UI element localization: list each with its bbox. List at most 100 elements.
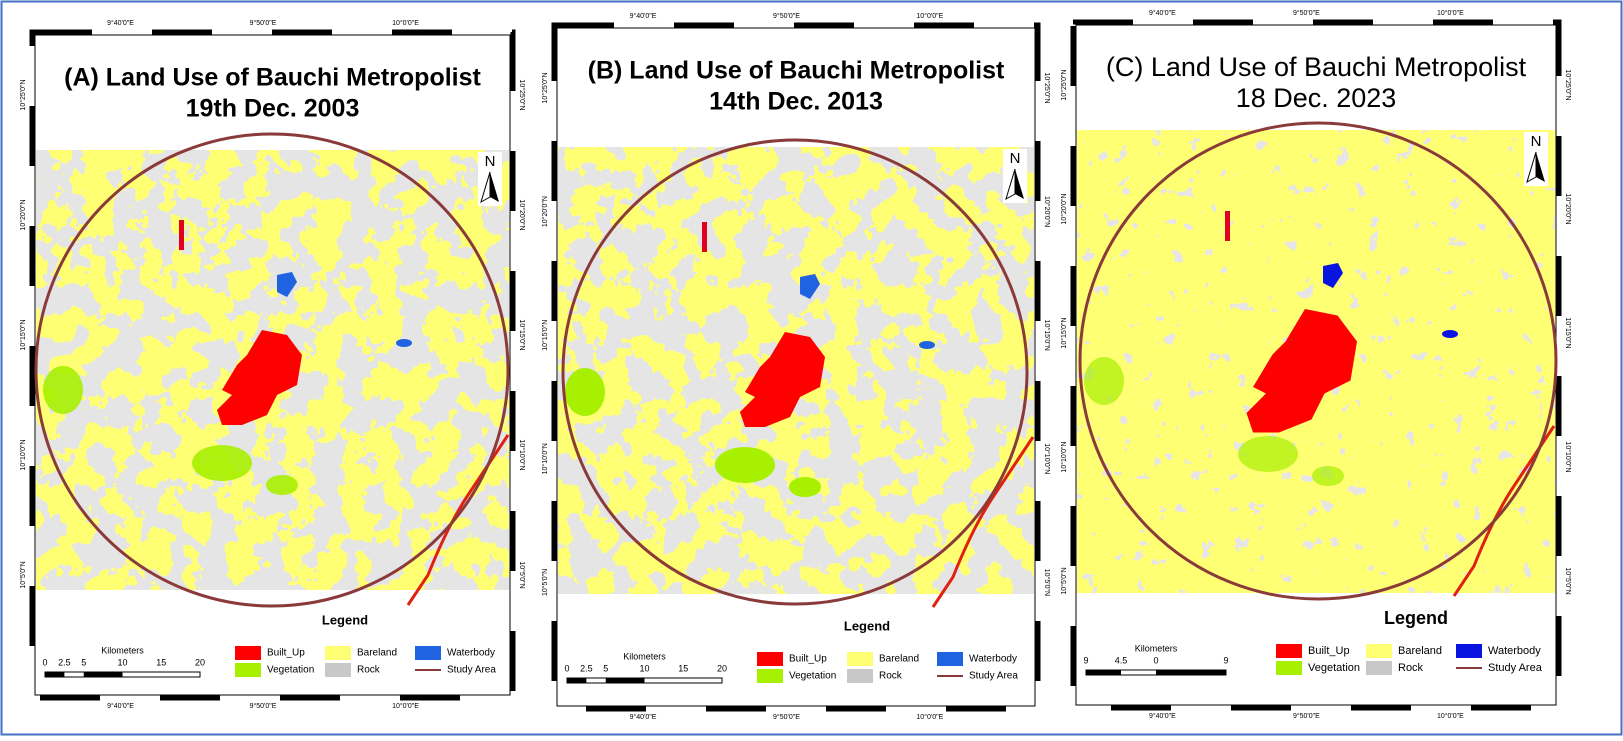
vegetation-patch: [1084, 357, 1124, 405]
scale-fill: [567, 678, 586, 683]
lat-label-left: 10°25'0"N: [19, 79, 27, 110]
lon-label-bottom: 9°40'0"E: [107, 702, 134, 710]
scale-tick: 20: [717, 663, 727, 673]
lat-label-left: 10°15'0"N: [541, 320, 549, 351]
lat-label-left: 10°5'0"N: [1060, 567, 1068, 594]
north-label: N: [1531, 133, 1542, 150]
lat-label-right: 10°10'0"N: [1564, 441, 1572, 472]
lat-label-left: 10°10'0"N: [541, 443, 549, 474]
legend-label: Built_Up: [267, 648, 305, 659]
lat-label-right: 10°5'0"N: [1564, 567, 1572, 594]
legend-swatch: [1276, 644, 1302, 658]
scale-title: Kilometers: [623, 651, 666, 661]
lon-label-bottom: 10°0'0"E: [916, 713, 943, 721]
scale-tick: 15: [156, 657, 166, 667]
map-panel: (B) Land Use of Bauchi Metropolist 14th D…: [541, 12, 1051, 721]
map-title: (B) Land Use of Bauchi Metropolist: [588, 57, 1005, 85]
waterbody: [396, 339, 412, 347]
vegetation-patch: [565, 368, 605, 416]
legend-label: Study Area: [447, 665, 496, 676]
lon-label-bottom: 9°50'0"E: [773, 713, 800, 721]
legend-title: Legend: [322, 612, 368, 627]
lon-label-bottom: 9°50'0"E: [1293, 712, 1320, 720]
scale-tick: 15: [678, 663, 688, 673]
legend-swatch: [235, 646, 261, 660]
lat-label-left: 10°5'0"N: [541, 569, 549, 596]
lon-label-top: 10°0'0"E: [1437, 9, 1464, 17]
lon-label-top: 9°40'0"E: [630, 12, 657, 20]
legend-swatch: [325, 663, 351, 677]
legend-label: Rock: [357, 665, 381, 676]
scale-tick: 20: [195, 657, 205, 667]
lat-label-left: 10°25'0"N: [1060, 69, 1068, 100]
legend-swatch: [757, 669, 783, 683]
lat-label-right: 10°20'0"N: [1043, 196, 1051, 227]
lat-label-right: 10°5'0"N: [1043, 569, 1051, 596]
lon-label-top: 9°50'0"E: [250, 19, 277, 27]
legend-title: Legend: [844, 618, 890, 633]
legend-label: Waterbody: [447, 648, 495, 659]
scale-fill: [1086, 670, 1121, 675]
legend-swatch: [1366, 661, 1392, 675]
lon-label-top: 9°40'0"E: [107, 19, 134, 27]
vegetation-patch: [1238, 436, 1298, 472]
lat-label-left: 10°15'0"N: [19, 319, 27, 350]
builtup-strip: [1225, 211, 1230, 241]
vegetation-patch: [789, 477, 821, 497]
lat-label-right: 10°10'0"N: [1043, 443, 1051, 474]
legend-swatch: [1456, 644, 1482, 658]
legend-label: Vegetation: [1308, 662, 1360, 674]
vegetation-patch: [192, 445, 252, 481]
waterbody: [1442, 330, 1458, 338]
legend-swatch: [1366, 644, 1392, 658]
lat-label-left: 10°5'0"N: [19, 561, 27, 588]
legend-title: Legend: [1384, 608, 1448, 628]
scale-tick: 2.5: [58, 657, 71, 667]
legend-label: Bareland: [357, 648, 397, 659]
legend-swatch: [757, 652, 783, 666]
legend-label: Bareland: [1398, 645, 1442, 657]
scale-tick: 9: [1083, 655, 1088, 665]
scale-title: Kilometers: [101, 645, 144, 655]
legend-label: Built_Up: [1308, 645, 1350, 657]
legend-label: Rock: [879, 671, 903, 682]
vegetation-patch: [1312, 466, 1344, 486]
legend-label: Rock: [1398, 662, 1424, 674]
scale-tick: 5: [603, 663, 608, 673]
legend-label: Study Area: [969, 671, 1018, 682]
lon-label-top: 9°50'0"E: [1293, 9, 1320, 17]
map-title: 14th Dec. 2013: [709, 88, 883, 116]
builtup-strip: [179, 220, 184, 250]
vegetation-patch: [715, 447, 775, 483]
scale-tick: 9: [1223, 655, 1228, 665]
scale-tick: 0: [42, 657, 47, 667]
lon-label-top: 10°0'0"E: [916, 12, 943, 20]
legend-swatch: [415, 646, 441, 660]
map-title: (A) Land Use of Bauchi Metropolist: [64, 64, 481, 92]
lon-label-bottom: 9°40'0"E: [630, 713, 657, 721]
builtup-strip: [702, 222, 707, 252]
legend-swatch: [325, 646, 351, 660]
scale-tick: 0: [1153, 655, 1158, 665]
legend-label: Bareland: [879, 654, 919, 665]
lat-label-right: 10°25'0"N: [518, 79, 526, 110]
map-title: (C) Land Use of Bauchi Metropolist: [1106, 52, 1527, 82]
lat-label-left: 10°25'0"N: [541, 72, 549, 103]
scale-tick: 10: [639, 663, 649, 673]
lat-label-right: 10°15'0"N: [1043, 320, 1051, 351]
north-label: N: [1010, 150, 1021, 167]
legend-label: Vegetation: [789, 671, 836, 682]
legend-swatch: [847, 652, 873, 666]
lon-label-bottom: 9°50'0"E: [250, 702, 277, 710]
lat-label-right: 10°20'0"N: [518, 199, 526, 230]
scale-tick: 5: [81, 657, 86, 667]
lon-label-top: 9°40'0"E: [1149, 9, 1176, 17]
figure: (A) Land Use of Bauchi Metropolist19th D…: [0, 0, 1623, 736]
scale-title: Kilometers: [1135, 643, 1178, 653]
vegetation-patch: [43, 366, 83, 414]
lon-label-bottom: 10°0'0"E: [392, 702, 419, 710]
scale-tick: 2.5: [580, 663, 593, 673]
lat-label-right: 10°5'0"N: [518, 561, 526, 588]
lon-label-bottom: 10°0'0"E: [1437, 712, 1464, 720]
